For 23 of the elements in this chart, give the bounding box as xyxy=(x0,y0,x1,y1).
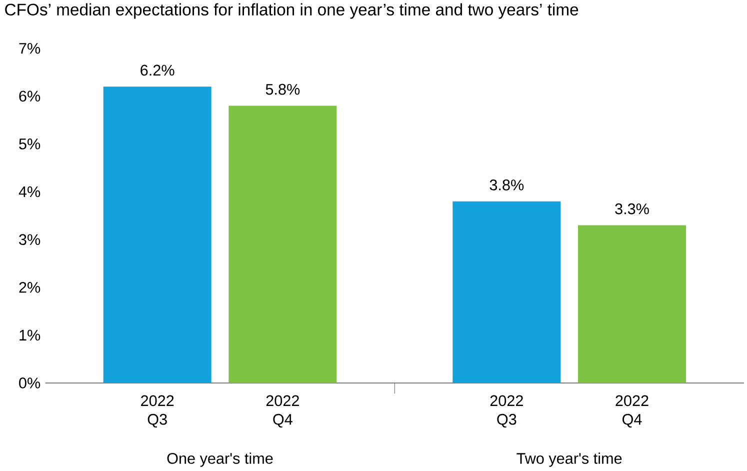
x-tick-label: Two year's time xyxy=(516,452,622,467)
text: 2022 Q3 xyxy=(490,395,523,428)
y-tick-label: 4% xyxy=(18,186,40,198)
series-label: 2022 Q4 xyxy=(266,395,299,428)
data-label: 3.8% xyxy=(490,180,524,190)
x-tick-label: One year's time xyxy=(167,452,273,467)
text: 2022 Q4 xyxy=(616,395,648,428)
y-tick-label: 5% xyxy=(19,138,40,150)
bar xyxy=(228,106,337,383)
y-tick-label: 6% xyxy=(19,90,40,102)
bar xyxy=(578,225,686,383)
y-tick-label: 2% xyxy=(19,282,40,293)
data-label: 3.3% xyxy=(615,203,649,214)
y-tick-label: 0% xyxy=(19,378,40,388)
chart-title: CFOs’ median expectations for inflation in one year’s time and two years’ time xyxy=(5,3,578,19)
y-tick-label: 7% xyxy=(19,42,40,54)
bar xyxy=(103,86,212,383)
data-label: 6.2% xyxy=(140,64,174,76)
y-tick-label: 3% xyxy=(19,234,40,245)
data-label: 5.8% xyxy=(266,84,300,95)
bar xyxy=(452,201,561,383)
y-tick-label: 1% xyxy=(20,330,40,341)
series-label: 2022 Q3 xyxy=(141,395,174,428)
